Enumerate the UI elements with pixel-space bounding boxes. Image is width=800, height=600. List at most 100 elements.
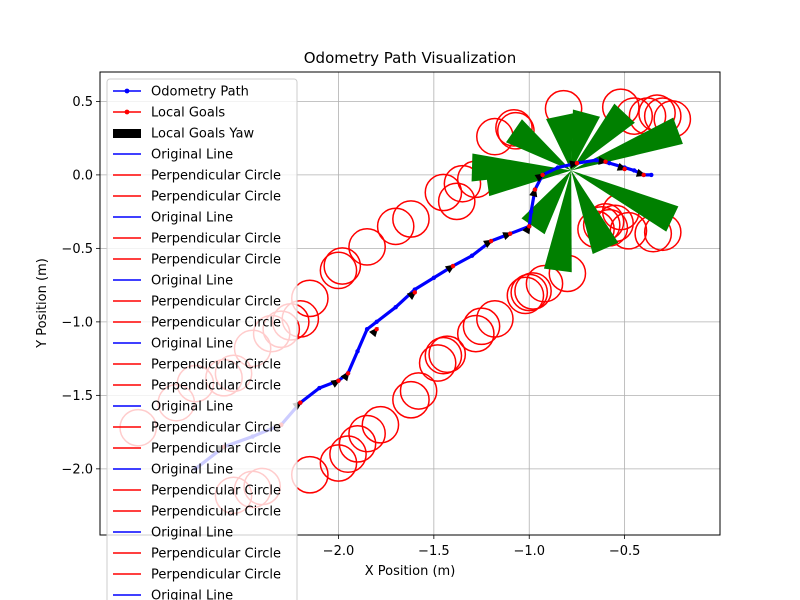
local-goal-point <box>574 160 580 166</box>
odometry-path-point <box>555 165 561 170</box>
perpendicular-circle <box>462 307 501 346</box>
legend: Odometry Path Local Goals Local Goals Yaw O… <box>106 78 298 600</box>
yaw-wedge <box>571 170 619 255</box>
legend-label: Perpendicular Circle <box>151 358 281 373</box>
y-tick-label: −2.0 <box>61 462 93 477</box>
local-goal-point <box>603 159 608 164</box>
legend-label: Perpendicular Circle <box>151 169 281 184</box>
perpendicular-circle <box>392 380 430 419</box>
perpendicular-circle <box>424 336 463 375</box>
perpendicular-circle <box>319 444 358 482</box>
odometry-path-line <box>194 158 652 471</box>
axis-ticks: −2.0 −1.5 −1.0 −0.5 0.5 0.0 −0.5 −1.0 −1.5 −2.0 <box>61 95 640 559</box>
legend-label: Perpendicular Circle <box>151 379 281 394</box>
y-axis-label: Y Position (m) <box>35 258 50 349</box>
legend-label: Original Line <box>151 400 233 415</box>
local-goal-point <box>345 371 351 376</box>
perpendicular-circle <box>525 264 564 303</box>
legend-label: Odometry Path <box>151 85 249 100</box>
local-goal-point <box>622 166 627 172</box>
legend-swatch <box>113 129 141 138</box>
x-tick-label: −2.0 <box>323 544 355 559</box>
local-goal-yaw-arrow <box>598 156 609 165</box>
perpendicular-circle <box>424 173 463 212</box>
perpendicular-circle <box>437 182 476 221</box>
perpendicular-circle <box>418 344 457 382</box>
perpendicular-circle <box>361 405 400 444</box>
perpendicular-circle <box>443 164 482 203</box>
legend-label: Original Line <box>151 148 233 163</box>
legend-label: Perpendicular Circle <box>151 547 281 562</box>
yaw-wedge <box>505 119 572 171</box>
y-tick-label: 0.0 <box>72 168 93 183</box>
perpendicular-circle <box>348 228 386 266</box>
local-goal-point <box>298 400 303 405</box>
local-goal-point <box>532 187 538 192</box>
legend-label: Perpendicular Circle <box>151 232 281 247</box>
perpendicular-circle <box>514 272 552 310</box>
local-goal-point <box>488 238 494 244</box>
legend-box <box>106 78 298 600</box>
legend-label: Perpendicular Circle <box>151 253 281 268</box>
perpendicular-circle <box>338 424 377 463</box>
x-tick-label: −1.5 <box>418 544 450 559</box>
plot-frame <box>99 71 721 536</box>
perpendicular-circle <box>428 335 467 374</box>
legend-label: Perpendicular Circle <box>151 568 281 583</box>
legend-label: Original Line <box>151 211 233 226</box>
legend-label: Perpendicular Circle <box>151 421 281 436</box>
perpendicular-circle <box>329 435 367 474</box>
y-tick-label: −1.0 <box>61 315 93 330</box>
legend-marker <box>124 109 130 115</box>
perpendicular-circle <box>323 247 362 285</box>
legend-label: Perpendicular Circle <box>151 295 281 310</box>
legend-label: Original Line <box>151 337 233 352</box>
local-goal-point <box>641 172 646 178</box>
local-goal-point <box>507 231 513 236</box>
legend-label: Local Goals <box>151 106 225 121</box>
perpendicular-circle <box>392 200 430 238</box>
perpendicular-circle <box>399 372 438 410</box>
legend-label: Perpendicular Circle <box>151 505 281 520</box>
odometry-path-point <box>364 327 370 332</box>
legend-label: Local Goals Yaw <box>151 127 254 142</box>
perpendicular-circle <box>456 314 495 353</box>
perpendicular-circle <box>348 414 386 453</box>
odometry-path-point <box>593 157 599 163</box>
local-goal-point <box>450 263 456 269</box>
x-tick-label: −1.0 <box>513 544 545 559</box>
yaw-wedge <box>571 103 635 171</box>
yaw-wedge <box>543 170 572 273</box>
legend-label: Perpendicular Circle <box>151 484 281 499</box>
local-goal-point <box>540 172 545 178</box>
local-goal-point <box>374 327 379 332</box>
y-tick-label: 0.5 <box>72 95 93 110</box>
legend-label: Original Line <box>151 526 233 541</box>
yaw-wedge <box>571 109 600 171</box>
yaw-wedge <box>521 170 572 235</box>
x-axis-label: X Position (m) <box>365 564 456 579</box>
local-goal-point <box>336 378 341 383</box>
perpendicular-circle <box>476 300 514 338</box>
legend-label: Perpendicular Circle <box>151 316 281 331</box>
legend-label: Original Line <box>151 463 233 478</box>
odometry-path-point <box>528 209 534 214</box>
perpendicular-circle <box>495 108 533 147</box>
yaw-wedge <box>571 117 683 171</box>
yaw-wedge <box>546 113 574 171</box>
perpendicular-circle <box>497 111 535 150</box>
perpendicular-circle <box>319 251 358 290</box>
odometry-path-point <box>374 319 379 325</box>
odometry-path-point <box>649 172 654 178</box>
local-goal-point <box>527 224 532 229</box>
legend-label: Original Line <box>151 589 233 600</box>
x-tick-label: −0.5 <box>609 544 641 559</box>
y-tick-label: −0.5 <box>61 242 93 257</box>
perpendicular-circle <box>506 276 545 315</box>
y-tick-label: −1.5 <box>61 389 93 404</box>
odometry-path-point <box>317 385 322 391</box>
odometry-path-point <box>393 304 398 310</box>
legend-marker <box>124 88 130 94</box>
odometry-path-point <box>631 168 637 173</box>
